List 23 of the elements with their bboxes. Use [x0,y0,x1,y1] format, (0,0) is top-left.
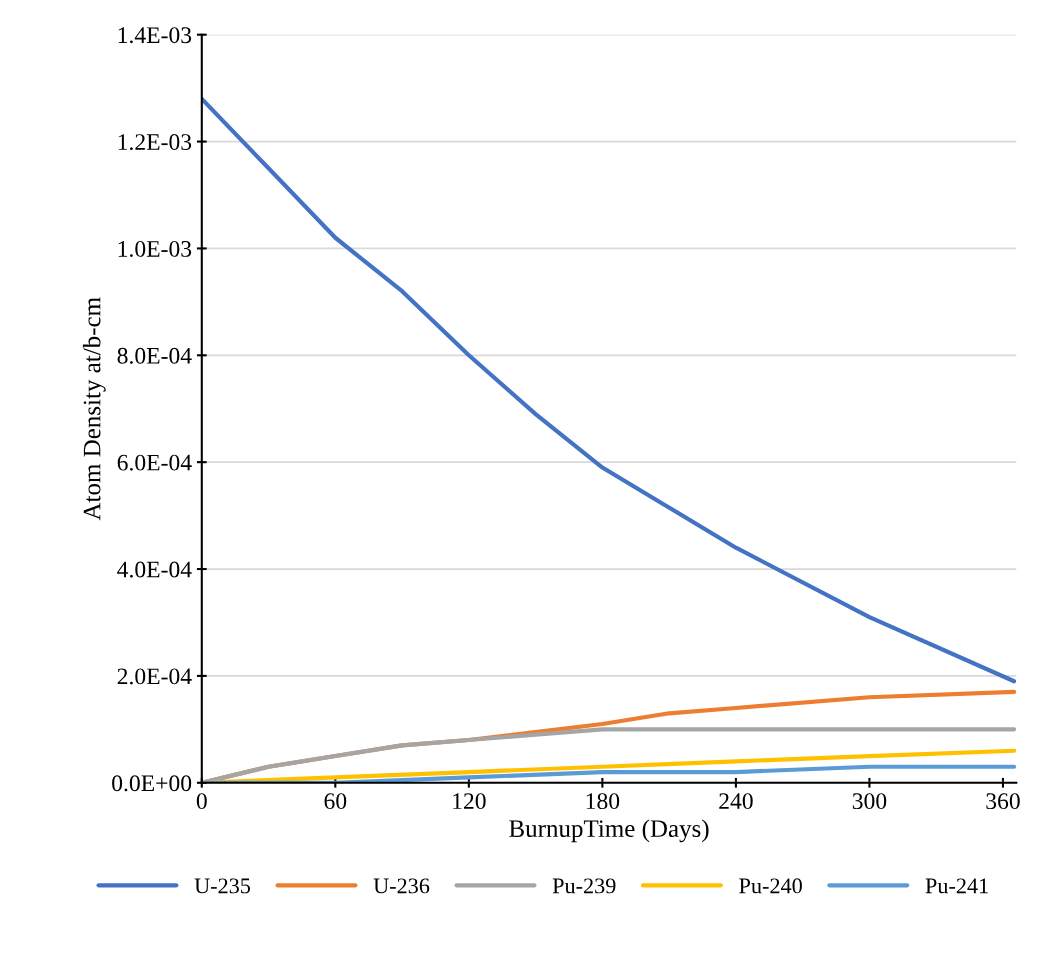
x-tick-label: 60 [324,793,347,810]
x-tick-label: 0 [196,793,207,810]
y-tick-label: 1.2E-03 [118,134,192,151]
y-tick-label: 1.0E-03 [118,240,192,257]
y-tick-label: 1.4E-03 [118,27,192,44]
y-tick-label: 4.0E-04 [117,561,192,578]
legend-label: U-235 [194,878,251,894]
y-tick-label: 6.0E-04 [117,454,192,471]
x-tick-label: 240 [719,793,753,810]
legend-label: Pu-240 [739,878,802,894]
x-tick-label: 180 [586,793,620,810]
legend-label: Pu-239 [552,878,616,894]
y-tick-label: 8.0E-04 [117,347,192,364]
y-tick-label: 2.0E-04 [117,668,192,685]
x-tick-label: 300 [852,793,887,810]
y-tick-label: 0.0E+00 [112,775,192,792]
legend-label: U-236 [373,878,430,894]
x-tick-label: 360 [986,793,1020,810]
legend-label: Pu-241 [925,878,988,894]
x-tick-label: 120 [453,793,486,810]
line-series [201,96,1017,684]
x-axis-title: BurnupTime (Days) [509,819,709,843]
y-axis-title: Atom Density at/b-cm [82,297,106,521]
